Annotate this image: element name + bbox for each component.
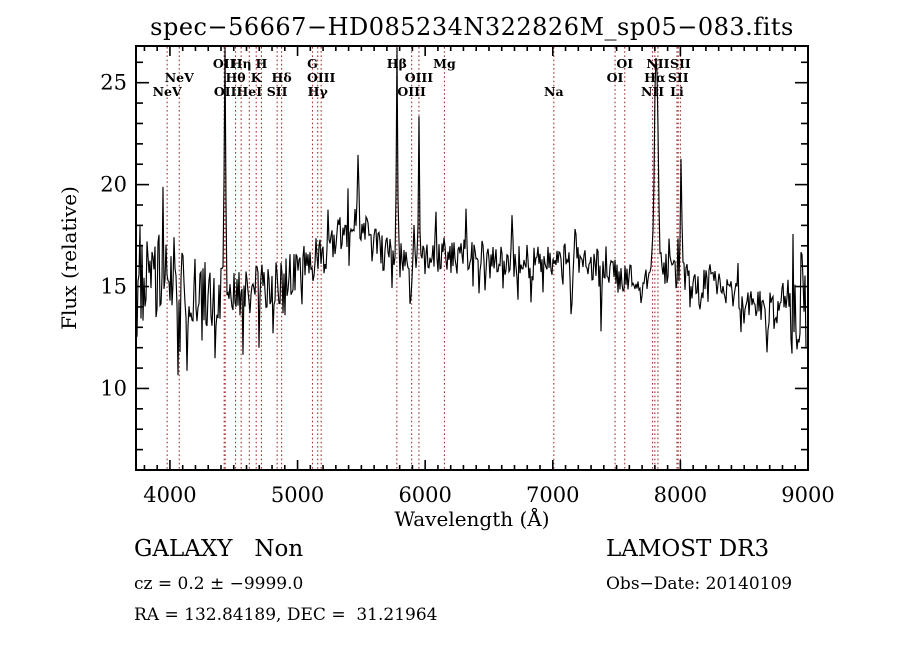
- redshift-value: cz = 0.2 ± −9999.0: [134, 574, 304, 594]
- spectral-line-label: OI: [616, 56, 633, 71]
- obs-date-value: Obs−Date: 20140109: [606, 574, 793, 594]
- spectrum-trace-group: [136, 47, 807, 376]
- spectral-line-label: Na: [544, 84, 564, 99]
- spectral-line-label: Mg: [433, 56, 456, 71]
- spectral-line-label: NII: [646, 56, 669, 71]
- spectral-line-label: OIII: [405, 70, 434, 85]
- spectral-line-label: K: [251, 70, 263, 85]
- spectral-line-label: NeV: [165, 70, 194, 85]
- spectral-line-label: NeV: [153, 84, 182, 99]
- spectrum-trace: [136, 47, 807, 376]
- spectral-line-label: Hγ: [308, 84, 329, 99]
- spectral-line-label: Li: [670, 84, 684, 99]
- plot-border: [135, 45, 809, 471]
- spectral-line-label: Hη: [231, 56, 252, 71]
- spectral-line-label: SII: [668, 70, 689, 85]
- survey-release-label: LAMOST DR3: [606, 536, 770, 562]
- spectral-line-label: Hθ: [225, 70, 245, 85]
- y-axis-title: Flux (relative): [57, 186, 81, 330]
- x-tick-label: 9000: [781, 483, 834, 507]
- spectral-line-label: Hδ: [272, 70, 292, 85]
- spectral-line-label: OII: [213, 56, 236, 71]
- spectral-line-label: OI: [607, 70, 624, 85]
- x-tick-label: 4000: [143, 483, 196, 507]
- y-axis-title-group: Flux (relative): [57, 186, 81, 330]
- y-tick-labels: 10 15 20 25: [100, 71, 127, 401]
- x-axis-title-group: Wavelength (Å): [394, 506, 549, 531]
- spectral-line-markers: [166, 47, 681, 469]
- y-tick-label: 15: [100, 275, 127, 299]
- x-tick-label: 5000: [271, 483, 324, 507]
- spectral-line-label: HeI: [237, 84, 263, 99]
- x-tick-label: 8000: [654, 483, 707, 507]
- spectral-line-label: OIII: [307, 70, 336, 85]
- axis-ticks: [136, 46, 809, 471]
- y-tick-label: 25: [100, 71, 127, 95]
- plot-box: [135, 45, 809, 471]
- spectral-line-label: OIII: [397, 84, 426, 99]
- spectral-line-label: H: [256, 56, 268, 71]
- object-class-label: GALAXY Non: [134, 536, 304, 562]
- x-tick-label: 7000: [526, 483, 579, 507]
- ra-dec-value: RA = 132.84189, DEC = 31.21964: [134, 605, 438, 625]
- spectral-line-label: NII: [641, 84, 664, 99]
- spectral-line-label: SII: [670, 56, 691, 71]
- y-tick-label: 10: [100, 376, 127, 400]
- spectral-line-label: SII: [267, 84, 288, 99]
- spectral-line-labels: NeVNeVOIIOIIHθHηHeIKHSIIHδGHγOIIIHβOIIIO…: [153, 56, 691, 99]
- x-tick-label: 6000: [398, 483, 451, 507]
- page-title: spec−56667−HD085234N322826M_sp05−083.fit…: [150, 13, 794, 41]
- y-tick-label: 20: [100, 173, 127, 197]
- x-axis-title: Wavelength (Å): [394, 506, 549, 531]
- x-tick-labels: 4000 5000 6000 7000 8000 9000: [143, 483, 835, 507]
- spectral-line-label: G: [307, 56, 318, 71]
